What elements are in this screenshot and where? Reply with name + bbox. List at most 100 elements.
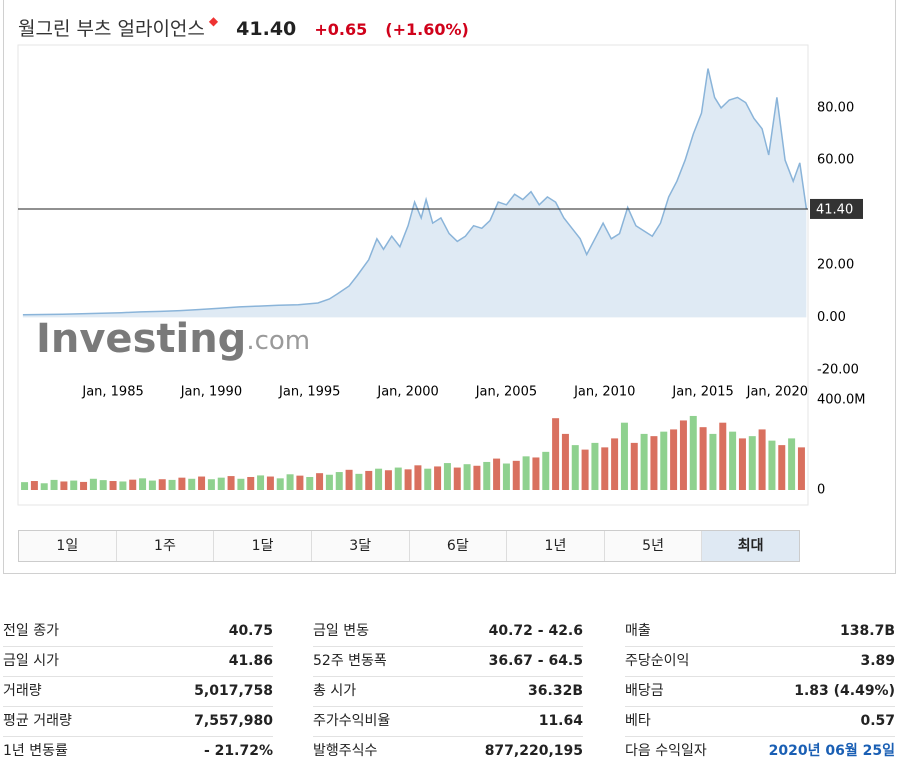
stat-value: 36.32B [528,683,583,699]
volume-bar [434,466,442,490]
volume-bar [257,475,265,490]
volume-bar [630,442,638,490]
volume-bar [571,445,579,490]
stats-row: 다음 수익일자 2020년 06월 25일 [625,737,895,766]
volume-bar [650,436,658,490]
volume-bar [335,472,343,490]
stats-row: 매출 138.7B [625,617,895,647]
volume-bar [719,422,727,490]
volume-bar [139,478,147,490]
period-button[interactable]: 1달 [214,531,312,561]
volume-bar [276,478,284,490]
volume-bar [21,482,29,490]
period-button[interactable]: 6달 [409,531,508,561]
volume-bar [325,474,333,490]
stats-column: 매출 138.7B 주당순이익 3.89 배당금 1.83 (4.49%) 베타 0.57 다음… [625,617,895,766]
volume-bar [188,478,196,490]
y-tick-label: 60.00 [817,153,854,168]
stats-row: 주당순이익 3.89 [625,647,895,677]
stat-value: 1.83 (4.49%) [794,683,895,699]
period-button[interactable]: 최대 [702,531,799,561]
price-line [22,68,808,316]
watermark-suffix: .com [246,326,310,356]
stat-value: 2020년 06월 25일 [768,743,895,759]
x-tick-label: Jan, 2020 [746,385,808,400]
stats-row: 발행주식수 877,220,195 [313,737,583,766]
stat-label: 평균 거래량 [3,713,72,729]
stats-row: 1년 변동률 - 21.72% [3,737,273,766]
y-tick-label: -20.00 [817,362,859,377]
stat-label: 금일 변동 [313,623,369,639]
volume-bar [168,479,176,490]
period-button[interactable]: 1일 [19,531,117,561]
volume-bar [148,480,156,490]
period-button[interactable]: 5년 [604,531,703,561]
volume-bar [70,480,78,490]
volume-bar [561,433,569,490]
volume-bar [591,442,599,490]
stat-label: 전일 종가 [3,623,59,639]
volume-bar [473,465,481,490]
volume-bar [80,481,88,490]
volume-bar [424,468,432,490]
stats-column: 금일 변동 40.72 - 42.6 52주 변동폭 36.67 - 64.5 총 시가… [313,617,583,766]
stats-row: 배당금 1.83 (4.49%) [625,677,895,707]
stats-row: 베타 0.57 [625,707,895,737]
x-tick-label: Jan, 2015 [671,385,733,400]
stat-label: 베타 [625,713,651,729]
volume-bar [158,479,166,490]
volume-bar [611,438,619,490]
volume-bar [443,463,451,490]
volume-bar [40,483,48,490]
volume-bar [532,457,540,490]
volume-bar [748,436,756,490]
stat-label: 다음 수익일자 [625,743,707,759]
stat-label: 금일 시가 [3,653,59,669]
stats-row: 주가수익비율 11.64 [313,707,583,737]
stat-value: 877,220,195 [484,743,583,759]
icon: ◆ [208,14,219,28]
volume-bar [198,476,206,490]
volume-bar [227,476,235,490]
volume-bar [620,422,628,490]
volume-bar [689,415,697,490]
stat-value: 3.89 [860,653,895,669]
period-buttons: 1일 1주 1달 3달 6달 1년 5년 최대 [18,530,800,562]
price: 41.40 [236,18,297,40]
volume-bar [89,478,97,490]
period-button[interactable]: 3달 [311,531,410,561]
volume-bar [306,476,314,490]
volume-bar [365,470,373,490]
period-button[interactable]: 1년 [507,531,605,561]
volume-bar [30,481,38,490]
volume-bar [788,438,796,490]
stats-row: 금일 변동 40.72 - 42.6 [313,617,583,647]
stats-row: 평균 거래량 7,557,980 [3,707,273,737]
stats-row: 금일 시가 41.86 [3,647,273,677]
volume-bar [375,468,383,490]
volume-bar [237,478,245,490]
volume-bar [729,431,737,490]
volume-bar [670,429,678,490]
volume-bar [217,477,225,490]
price-label: 41.40 [816,202,853,217]
volume-bar [483,461,491,490]
stat-label: 발행주식수 [313,743,378,759]
volume-bar [394,467,402,490]
y-tick-label: 80.00 [817,100,854,115]
stat-label: 배당금 [625,683,664,699]
volume-bar [207,479,215,490]
volume-bar [797,447,805,490]
volume-bar [129,479,137,490]
volume-bar [355,473,363,490]
price-label-box [810,198,863,219]
volume-bar [178,477,186,490]
plot-border [17,44,809,506]
volume-bar [738,438,746,490]
stat-label: 주가수익비율 [313,713,391,729]
period-button[interactable]: 1주 [116,531,215,561]
volume-bar [601,447,609,490]
stats-row: 거래량 5,017,758 [3,677,273,707]
change: +0.65 [314,20,368,39]
stat-label: 주당순이익 [625,653,690,669]
